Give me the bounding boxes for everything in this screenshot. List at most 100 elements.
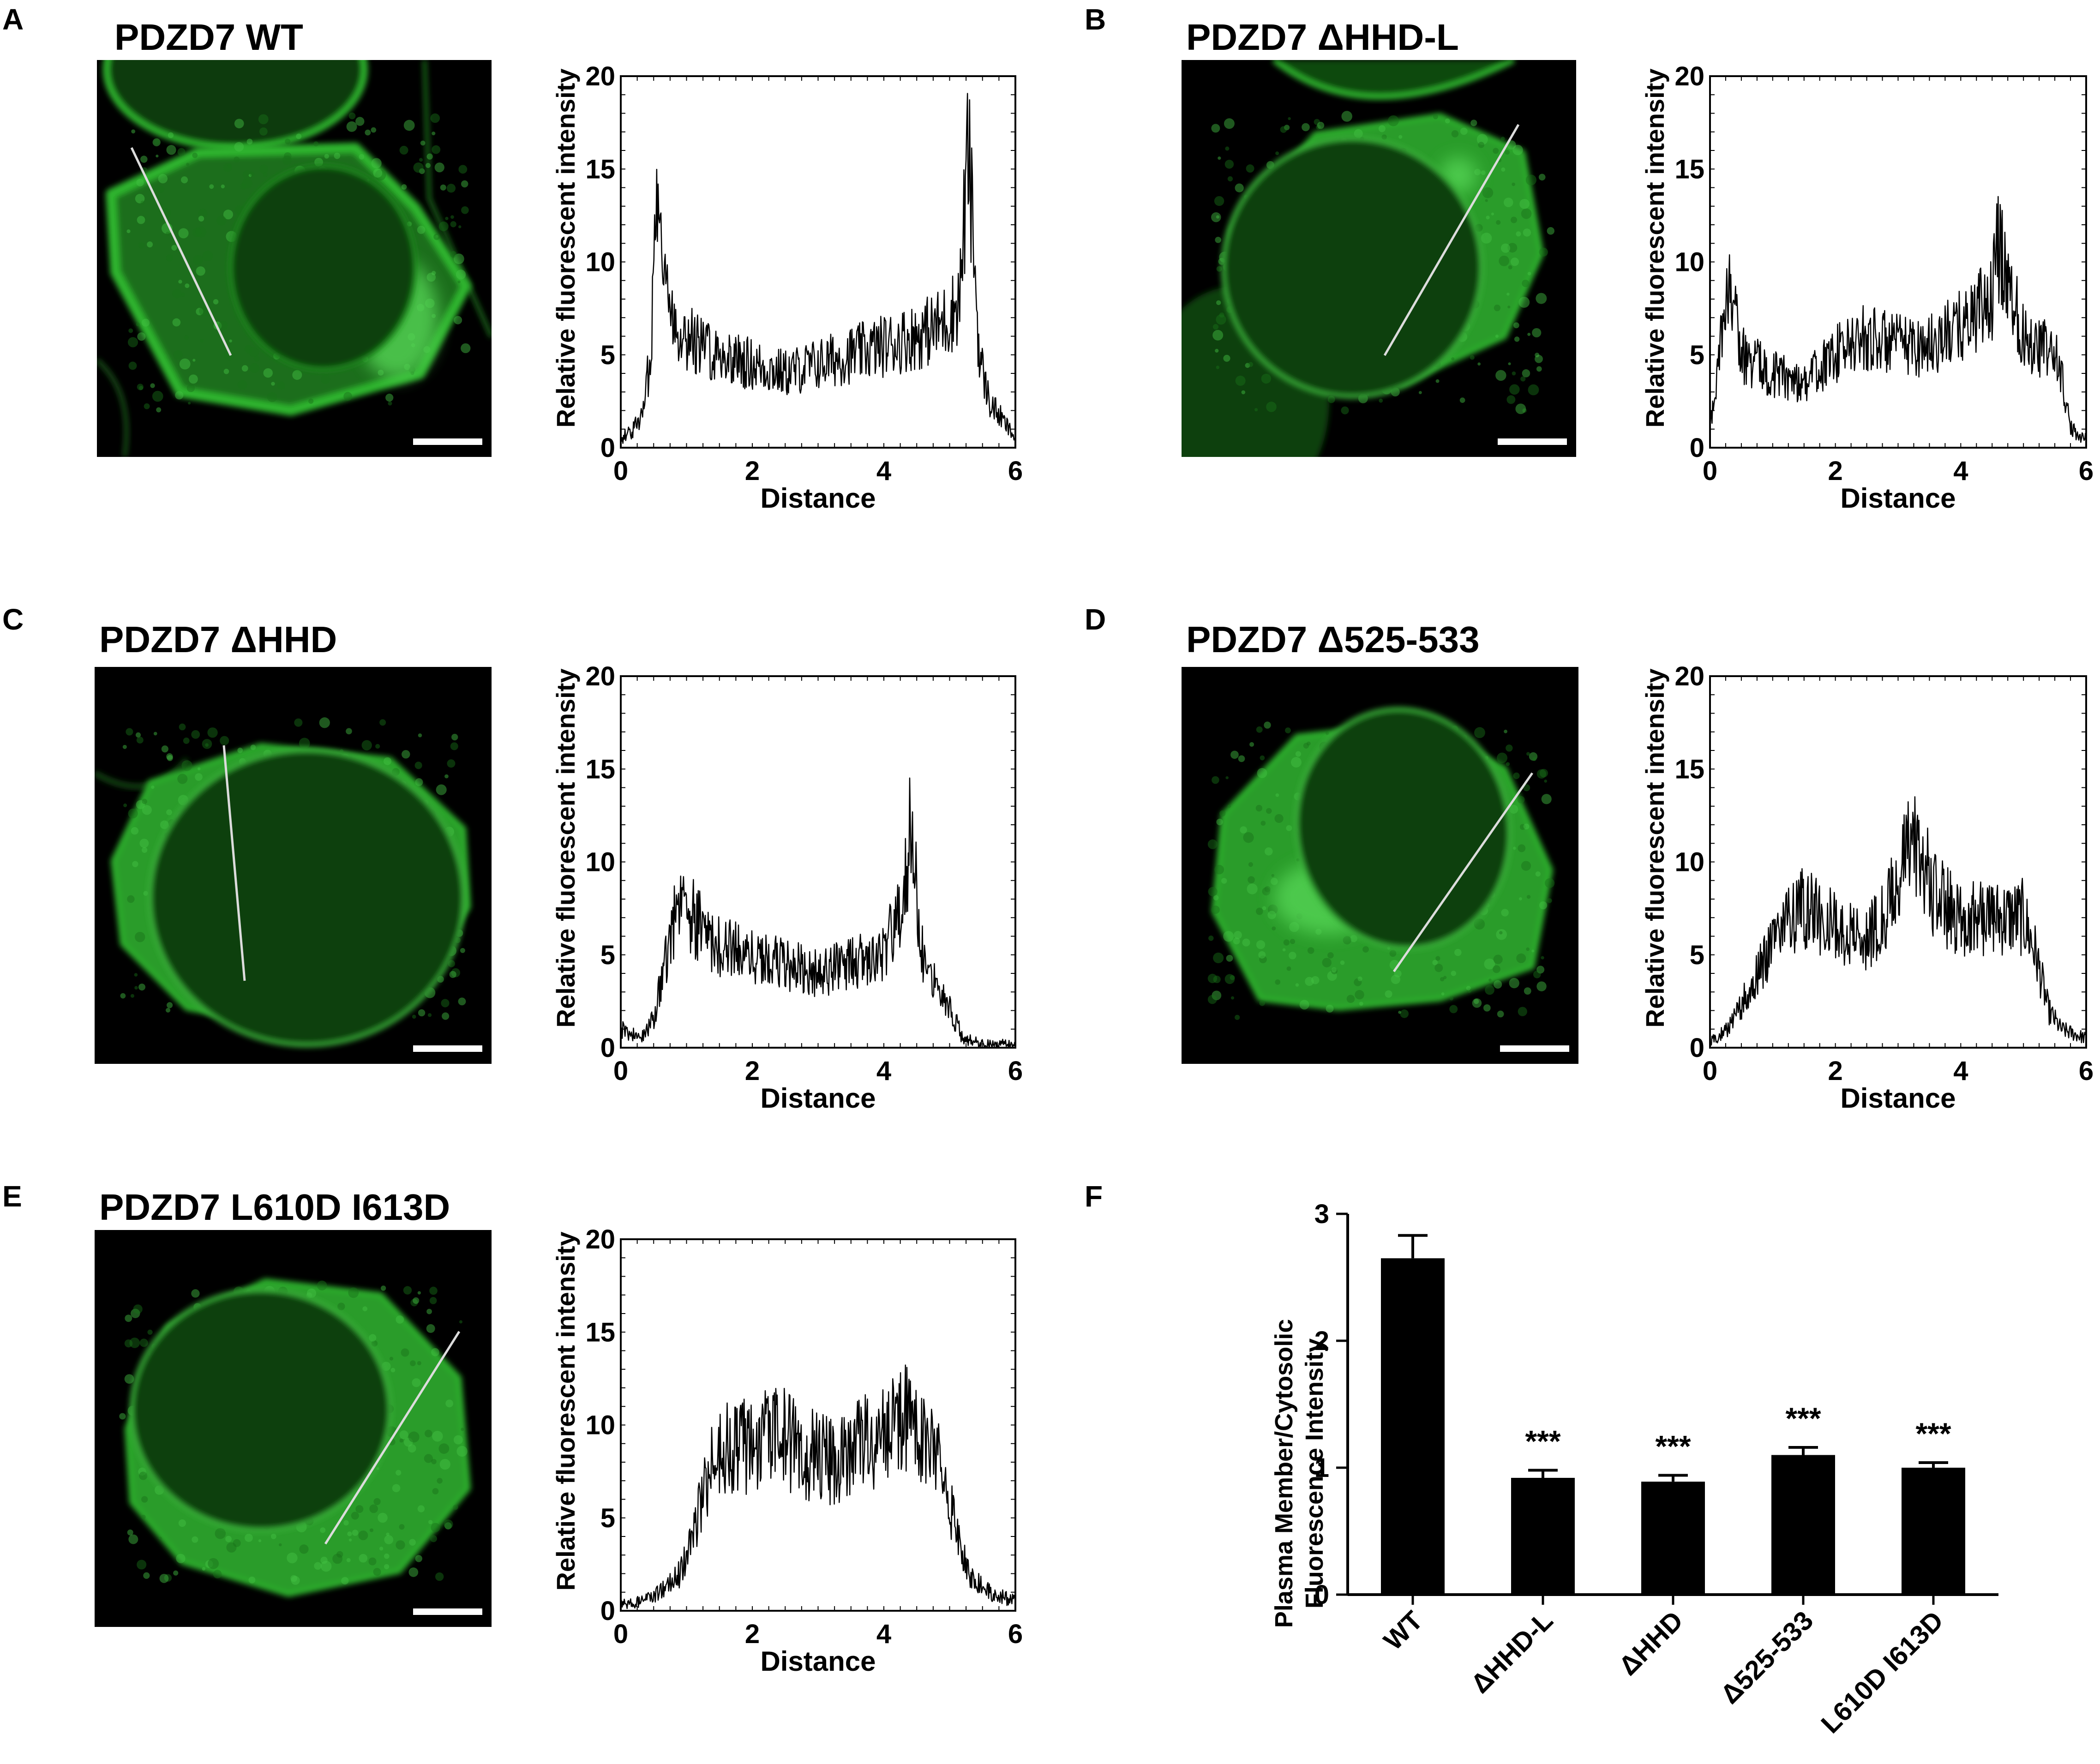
x-axis-label: Distance — [1840, 1083, 1956, 1114]
y-tick-label: 1 — [1314, 1453, 1329, 1483]
y-tick-label: 15 — [585, 1317, 615, 1347]
intensity-profile-chart: 0 2 4 6 0 5 10 15 20 Distance Relative fluorescent… — [551, 61, 1023, 514]
y-tick-label: 5 — [1690, 340, 1704, 370]
x-axis-label: Distance — [760, 1646, 876, 1677]
scale-bar — [1500, 1045, 1569, 1052]
x-tick-label: 4 — [876, 1056, 891, 1086]
y-tick-label: 0 — [600, 433, 615, 463]
y-tick-label: 10 — [1674, 247, 1704, 277]
plot-frame — [620, 1238, 1016, 1612]
x-tick-label: 4 — [1953, 456, 1968, 486]
x-category-label: L610D I613D — [1815, 1605, 1949, 1739]
y-tick-label: 5 — [600, 1503, 615, 1533]
y-tick-label: 2 — [1314, 1326, 1329, 1356]
scale-bar — [413, 1045, 482, 1052]
y-tick-label: 0 — [600, 1033, 615, 1063]
x-tick-label: 0 — [1703, 456, 1717, 486]
y-tick-label: 0 — [1314, 1580, 1329, 1610]
x-category-label: Δ525-533 — [1715, 1605, 1819, 1710]
x-tick-label: 2 — [745, 1619, 760, 1649]
x-axis-label: Distance — [760, 483, 876, 514]
significance-label: *** — [1525, 1424, 1560, 1458]
panel-label: F — [1085, 1180, 1103, 1213]
intensity-trace — [620, 777, 1016, 1049]
y-tick-label: 0 — [600, 1596, 615, 1626]
intensity-profile-chart: 0 2 4 6 0 5 10 15 20 Distance Relative fluorescent… — [551, 661, 1023, 1114]
scale-bar — [413, 1608, 482, 1615]
scale-bar — [413, 438, 482, 445]
panel-label: B — [1085, 3, 1106, 36]
x-tick-label: 4 — [876, 1619, 891, 1649]
x-tick-label: 6 — [1008, 1056, 1023, 1086]
panel-label: D — [1085, 603, 1106, 636]
plot-frame — [1709, 75, 2087, 449]
x-axis-label: Distance — [1840, 483, 1956, 514]
x-tick-label: 6 — [1008, 1619, 1023, 1649]
x-tick-label: 0 — [613, 456, 628, 486]
plot-frame — [620, 675, 1016, 1049]
y-tick-label: 0 — [1690, 433, 1704, 463]
bar — [1381, 1258, 1445, 1595]
micrograph-image — [1182, 60, 1576, 457]
y-axis-label: Relative fluorescent intensity — [1640, 68, 1669, 427]
bar — [1902, 1468, 1965, 1595]
significance-label: *** — [1915, 1416, 1951, 1451]
y-tick-label: 0 — [1690, 1033, 1704, 1063]
x-tick-label: 6 — [2079, 1056, 2094, 1086]
intensity-trace — [620, 93, 1016, 444]
y-tick-label: 10 — [585, 247, 615, 277]
plot-frame — [1709, 675, 2087, 1049]
y-axis-label: Relative fluorescent intensity — [551, 668, 580, 1027]
y-tick-label: 10 — [585, 1410, 615, 1440]
panel-title: PDZD7 WT — [114, 17, 303, 58]
panel-title: PDZD7 L610D I613D — [99, 1187, 450, 1228]
plot-frame — [620, 75, 1016, 449]
intensity-trace — [620, 1364, 1016, 1610]
y-tick-label: 15 — [1674, 754, 1704, 784]
y-axis-label: Plasma Member/Cytosolic Fluorescence Inte… — [1270, 1319, 1328, 1628]
bar — [1771, 1455, 1835, 1595]
y-tick-label: 15 — [585, 154, 615, 184]
y-axis-label: Relative fluorescent intensity — [551, 1231, 580, 1590]
intensity-profile-chart: 0 2 4 6 0 5 10 15 20 Distance Relative fluorescent… — [1640, 61, 2094, 514]
x-axis-label: Distance — [760, 1083, 876, 1114]
micrograph-image — [97, 60, 492, 457]
intensity-trace — [1709, 796, 2087, 1046]
intensity-profile-chart: 0 2 4 6 0 5 10 15 20 Distance Relative fluorescent… — [551, 1224, 1023, 1677]
y-tick-label: 3 — [1314, 1199, 1329, 1229]
x-tick-label: 6 — [1008, 456, 1023, 486]
x-category-label: WT — [1378, 1605, 1428, 1656]
x-tick-label: 4 — [1953, 1056, 1968, 1086]
x-tick-label: 2 — [1828, 1056, 1843, 1086]
panel-title: PDZD7 ΔHHD-L — [1186, 17, 1459, 58]
x-tick-label: 0 — [613, 1619, 628, 1649]
x-tick-label: 0 — [1703, 1056, 1717, 1086]
y-tick-label: 5 — [1690, 940, 1704, 970]
scale-bar — [1498, 438, 1567, 445]
x-tick-label: 0 — [613, 1056, 628, 1086]
y-axis-label: Relative fluorescent intensity — [1640, 668, 1669, 1027]
y-tick-label: 20 — [585, 661, 615, 691]
x-tick-label: 2 — [1828, 456, 1843, 486]
significance-label: *** — [1785, 1401, 1821, 1435]
y-tick-label: 5 — [600, 940, 615, 970]
y-tick-label: 20 — [1674, 61, 1704, 91]
micrograph-image — [95, 667, 492, 1064]
panel-label: C — [2, 603, 24, 636]
panel-title: PDZD7 ΔHHD — [99, 619, 337, 660]
ratio-bar-chart: 0 1 2 3 Plasma Member/Cytosolic Fluorescence … — [1270, 1199, 1998, 1739]
x-tick-label: 4 — [876, 456, 891, 486]
micrograph-image — [1182, 667, 1578, 1064]
panel-title: PDZD7 Δ525-533 — [1186, 619, 1480, 660]
intensity-trace — [1709, 196, 2087, 443]
x-tick-label: 2 — [745, 1056, 760, 1086]
significance-label: *** — [1655, 1429, 1691, 1464]
y-axis-label: Relative fluorescent intensity — [551, 68, 580, 427]
y-tick-label: 20 — [585, 1224, 615, 1254]
y-tick-label: 5 — [600, 340, 615, 370]
x-category-label: ΔHHD-L — [1465, 1605, 1559, 1699]
panel-label: E — [2, 1180, 22, 1213]
y-tick-label: 15 — [585, 754, 615, 784]
micrograph-image — [95, 1230, 492, 1627]
